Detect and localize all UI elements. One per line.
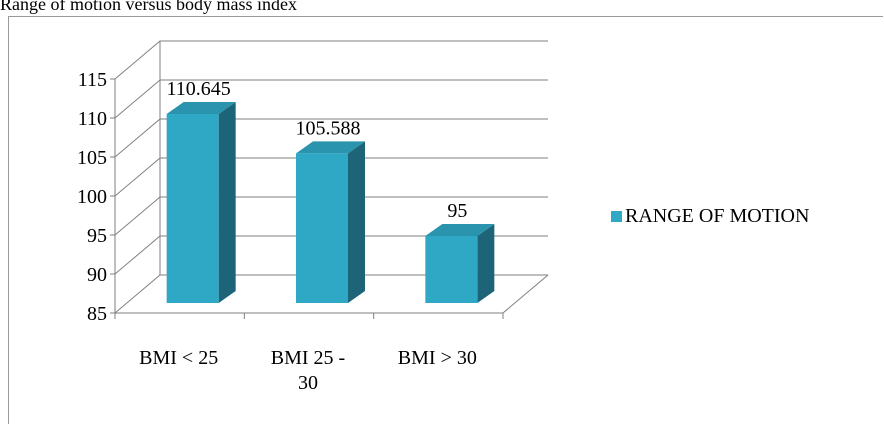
x-tick-label: BMI > 30 — [398, 347, 477, 369]
bar-side — [218, 101, 236, 304]
y-tick-label: 110 — [78, 108, 107, 130]
bar-side — [348, 141, 365, 303]
y-tick-label: 85 — [87, 303, 107, 325]
y-tick-label: 95 — [87, 225, 107, 247]
y-axis: 85 90 95 100 105 110 115 — [77, 69, 504, 325]
y-tick-label: 105 — [77, 147, 107, 169]
legend-swatch — [611, 211, 622, 222]
bar — [166, 113, 219, 304]
bar-top — [425, 224, 495, 236]
bar-top — [166, 101, 236, 114]
chart-caption: Range of motion versus body mass index — [0, 0, 297, 14]
data-label: 110.645 — [167, 78, 231, 100]
bars — [166, 101, 495, 304]
y-tick-label: 115 — [78, 69, 107, 91]
x-tick-label: BMI < 25 — [139, 347, 218, 369]
y-tick-label: 90 — [87, 264, 107, 286]
x-tick-label: 30 — [298, 372, 318, 394]
legend: RANGE OF MOTION — [611, 205, 809, 228]
data-label: 105.588 — [296, 117, 361, 139]
data-labels: 110.645 105.588 95 — [167, 78, 468, 222]
bar — [425, 236, 478, 303]
legend-label: RANGE OF MOTION — [625, 205, 810, 227]
data-label: 95 — [447, 200, 467, 222]
gridline — [114, 40, 548, 80]
bar — [296, 153, 348, 303]
bar-side — [477, 224, 495, 303]
x-tick-label: BMI 25 - — [271, 347, 345, 369]
y-tick-label: 100 — [77, 186, 107, 208]
x-axis-labels: BMI < 25 BMI 25 - 30 BMI > 30 — [139, 347, 477, 394]
bar-top — [296, 141, 365, 154]
chart-frame — [8, 16, 883, 424]
